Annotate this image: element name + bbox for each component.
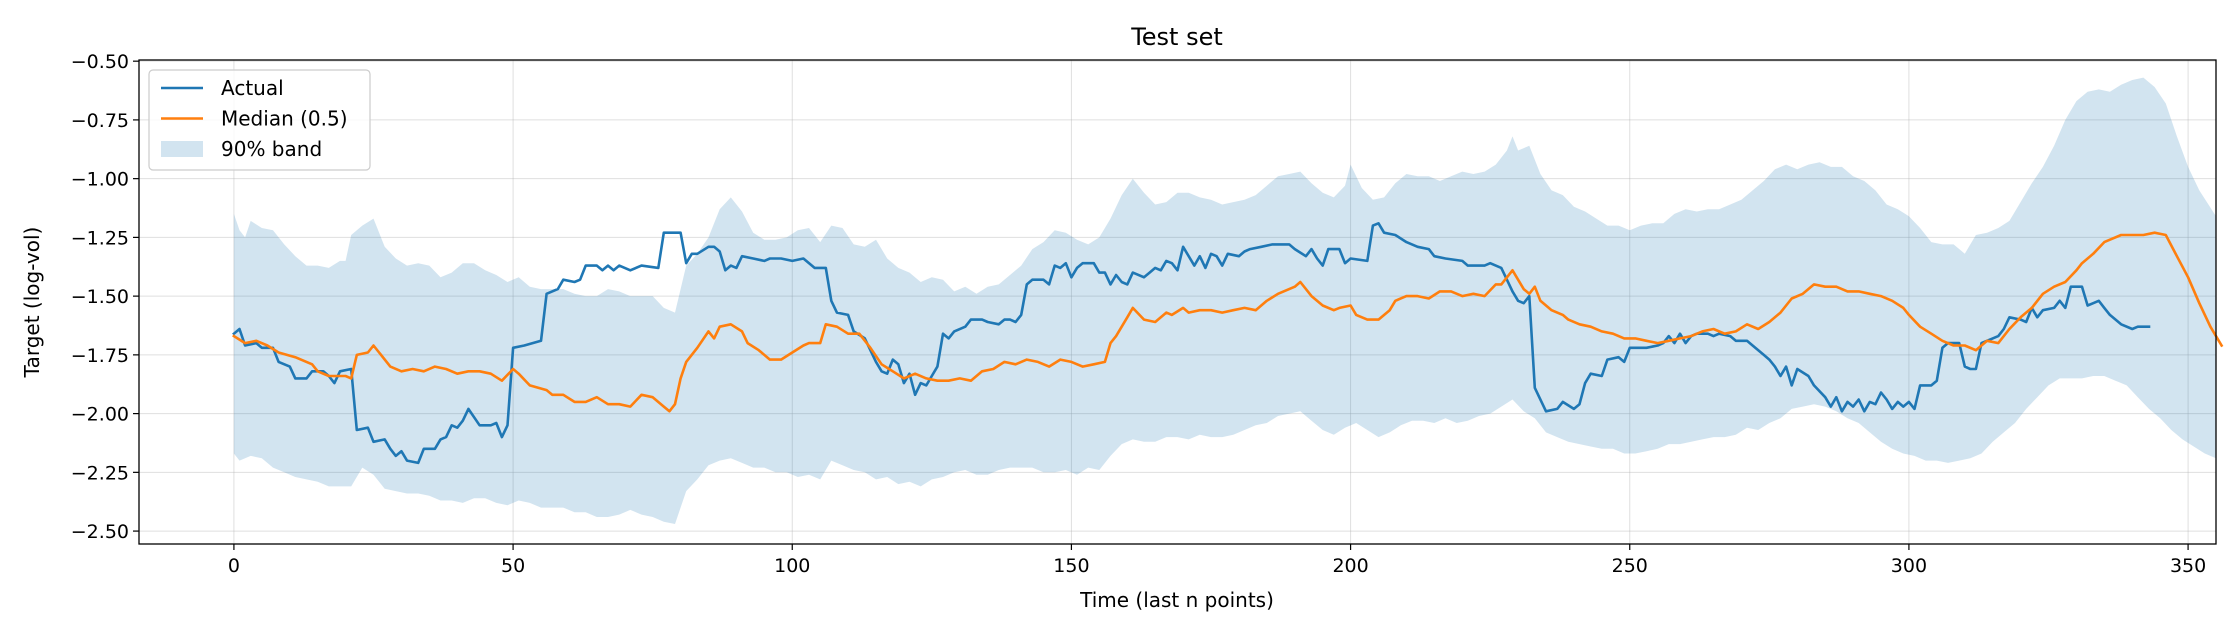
series-median-line [232,231,2224,413]
legend-label: Median (0.5) [221,107,348,131]
grid-lines [139,60,2216,544]
legend-label: Actual [221,76,284,100]
y-tick-label: −0.50 [71,51,129,73]
plot-background [139,60,2216,544]
plot-area [139,60,2216,544]
y-tick-label: −2.50 [71,521,129,543]
y-tick-label: −1.75 [71,345,129,367]
y-tick-label: −1.25 [71,227,129,249]
y-axis-label: Target (log-vol) [20,227,44,379]
y-tick-label: −0.75 [71,110,129,132]
y-tick-label: −2.25 [71,462,129,484]
confidence-band-layer [233,77,2216,524]
y-tick-label: −1.50 [71,286,129,308]
chart-title: Test set [1130,23,1223,51]
legend-box [148,69,371,171]
x-tick-label: 0 [228,555,240,577]
legend: Actual Median (0.5) 90% band [148,69,371,171]
x-tick-label: 150 [1053,555,1089,577]
x-tick-label: 300 [1891,555,1927,577]
series-layer [232,222,2224,465]
confidence-band-90 [233,77,2216,524]
y-tick-label: −1.00 [71,169,129,191]
x-tick-label: 50 [501,555,525,577]
plot-frame [138,59,2217,545]
x-tick-label: 100 [774,555,810,577]
legend-label: 90% band [221,137,322,161]
x-tick-label: 250 [1612,555,1648,577]
x-tick-label: 350 [2170,555,2206,577]
y-tick-label: −2.00 [71,404,129,426]
legend-swatch-band [161,141,203,157]
x-axis-label: Time (last n points) [1079,588,1274,612]
y-axis: −2.50 −2.25 −2.00 −1.75 −1.50 −1.25 −1.00 −0.75… [71,51,139,543]
x-tick-label: 200 [1332,555,1368,577]
series-actual-line [232,222,2151,465]
x-axis: 0 50 100 150 200 250 300 350 [228,544,2206,577]
axes-frame [138,59,2217,545]
